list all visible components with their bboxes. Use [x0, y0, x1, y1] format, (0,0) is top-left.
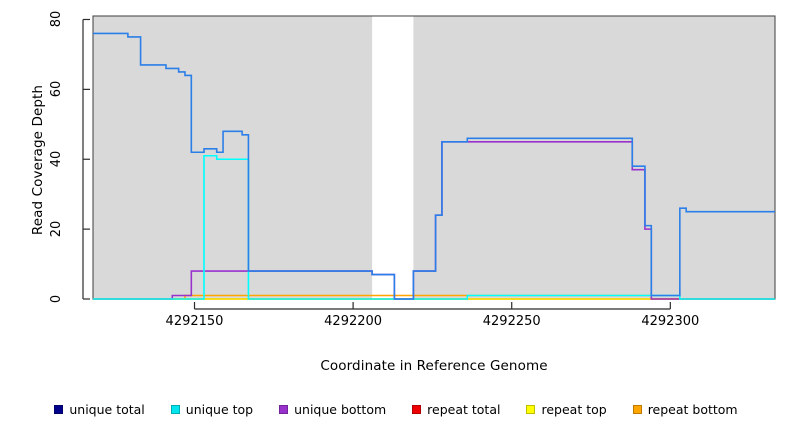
legend-swatch-icon [632, 404, 642, 414]
legend-item: repeat bottom [632, 401, 738, 417]
y-tick-label: 60 [49, 81, 64, 98]
legend-item: unique total [54, 401, 145, 417]
axis-layer [82, 18, 671, 310]
legend-item: repeat total [412, 402, 500, 417]
legend-item: repeat top [526, 401, 607, 417]
legend-label: unique total [69, 401, 145, 417]
series-line-unique-total [93, 32, 775, 300]
x-tick-label: 4292150 [165, 314, 224, 329]
x-tick-label: 4292300 [641, 314, 700, 329]
legend-swatch-icon [170, 404, 180, 414]
coverage-gap-band [372, 16, 414, 299]
legend-item: unique top [170, 401, 254, 417]
x-tick-label: 4292200 [324, 314, 383, 329]
x-axis-title: Coordinate in Reference Genome [320, 358, 548, 374]
legend-label: unique top [185, 401, 254, 417]
legend-swatch-icon [54, 404, 64, 414]
y-tick-label: 40 [49, 150, 64, 168]
series-layer [93, 32, 775, 300]
y-tick-label: 20 [49, 220, 64, 238]
y-tick-label: 80 [49, 11, 64, 28]
legend-swatch-icon [412, 404, 422, 414]
legend-label: unique bottom [294, 401, 387, 417]
y-tick-label: 0 [49, 294, 64, 304]
legend-swatch-icon [279, 404, 289, 414]
plot-panel-background [92, 15, 776, 300]
chart-legend: unique total unique top unique bottom repea… [0, 398, 792, 420]
legend-swatch-icon [526, 404, 536, 414]
y-axis-title: Read Coverage Depth [30, 84, 46, 236]
legend-label: repeat top [541, 401, 607, 417]
legend-label: repeat bottom [647, 401, 738, 417]
legend-item: unique bottom [279, 402, 386, 417]
x-tick-label: 4292250 [482, 314, 541, 329]
legend-label: repeat total [427, 401, 501, 417]
